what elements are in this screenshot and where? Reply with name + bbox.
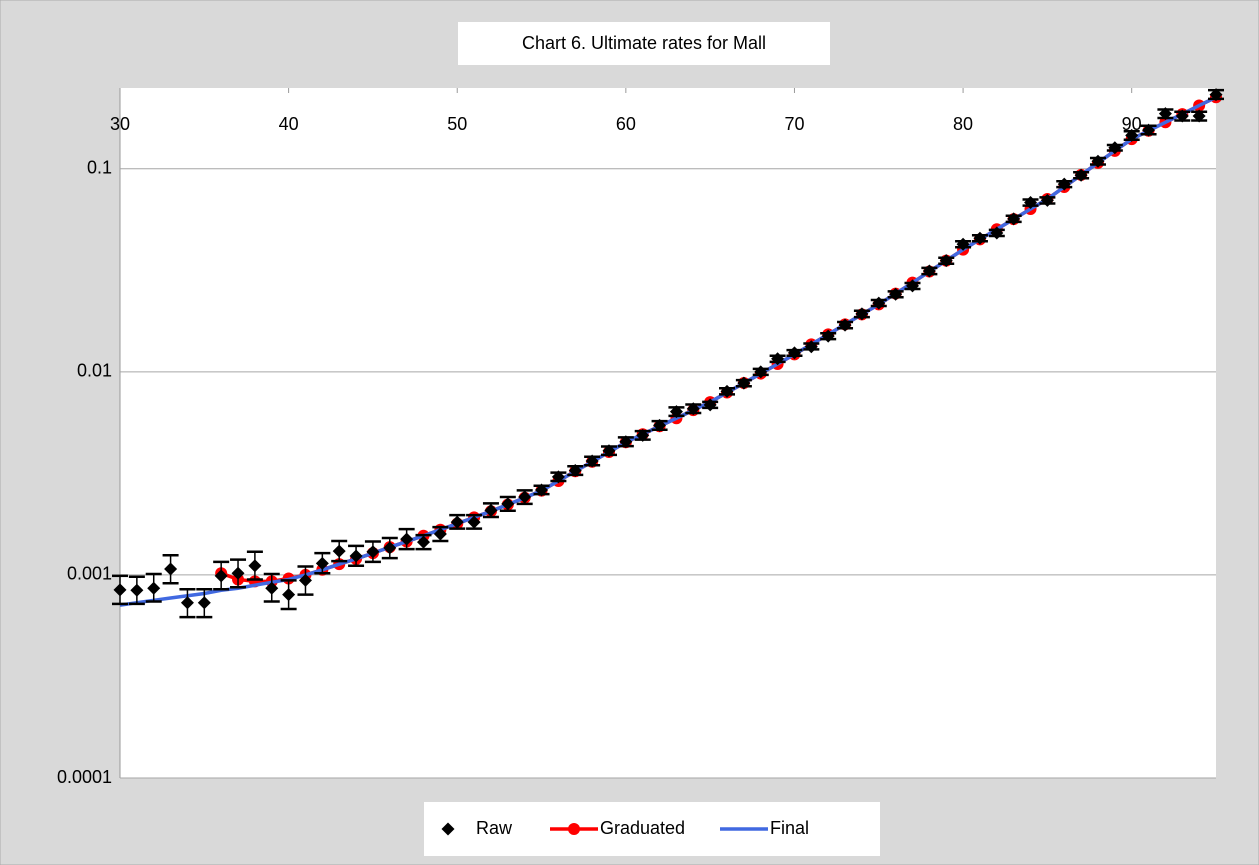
raw-marker xyxy=(973,231,987,245)
raw-marker xyxy=(315,556,329,570)
raw-marker xyxy=(366,545,380,559)
raw-marker xyxy=(838,318,852,332)
raw-marker xyxy=(535,483,549,497)
plot-area xyxy=(120,88,1216,778)
raw-marker xyxy=(400,532,414,546)
legend-label: Raw xyxy=(476,818,513,838)
legend-label: Final xyxy=(770,818,809,838)
raw-marker xyxy=(231,566,245,580)
raw-marker xyxy=(737,376,751,390)
raw-marker xyxy=(1074,168,1088,182)
x-tick-label: 80 xyxy=(953,114,973,134)
raw-marker xyxy=(636,428,650,442)
raw-marker xyxy=(568,463,582,477)
raw-marker xyxy=(349,549,363,563)
raw-marker xyxy=(113,583,127,597)
y-tick-label: 0.001 xyxy=(67,564,112,584)
raw-marker xyxy=(855,307,869,321)
raw-marker xyxy=(1108,141,1122,155)
title-box xyxy=(458,22,830,65)
raw-marker xyxy=(804,340,818,354)
raw-marker xyxy=(1040,193,1054,207)
raw-marker xyxy=(433,527,447,541)
legend-box xyxy=(424,802,880,856)
raw-marker xyxy=(720,384,734,398)
raw-marker xyxy=(1209,88,1223,102)
x-tick-label: 90 xyxy=(1122,114,1142,134)
x-tick-label: 40 xyxy=(279,114,299,134)
raw-marker xyxy=(821,329,835,343)
raw-marker xyxy=(889,287,903,301)
raw-marker xyxy=(332,544,346,558)
chart-title: Chart 6. Ultimate rates for Mall xyxy=(522,33,766,53)
raw-marker xyxy=(501,497,515,511)
raw-marker xyxy=(922,264,936,278)
raw-marker xyxy=(905,279,919,293)
raw-marker xyxy=(1142,123,1156,137)
raw-marker xyxy=(248,559,262,573)
legend-marker xyxy=(568,823,580,835)
x-tick-label: 70 xyxy=(784,114,804,134)
raw-marker xyxy=(197,596,211,610)
raw-marker xyxy=(180,596,194,610)
raw-marker xyxy=(147,581,161,595)
raw-marker xyxy=(990,226,1004,240)
raw-marker xyxy=(1125,128,1139,142)
raw-marker xyxy=(939,254,953,268)
raw-marker xyxy=(872,296,886,310)
raw-marker xyxy=(956,237,970,251)
raw-marker xyxy=(214,569,228,583)
raw-marker xyxy=(669,405,683,419)
raw-marker xyxy=(771,352,785,366)
y-tick-label: 0.0001 xyxy=(57,767,112,787)
raw-marker xyxy=(1158,107,1172,121)
series-line xyxy=(119,95,1217,607)
x-tick-label: 50 xyxy=(447,114,467,134)
raw-marker xyxy=(1007,212,1021,226)
y-tick-label: 0.1 xyxy=(87,158,112,178)
raw-marker xyxy=(1057,177,1071,191)
raw-marker xyxy=(383,541,397,555)
raw-marker xyxy=(1024,196,1038,210)
legend-marker xyxy=(441,822,455,836)
raw-marker xyxy=(298,573,312,587)
raw-marker xyxy=(265,581,279,595)
raw-marker xyxy=(1175,109,1189,123)
x-tick-label: 60 xyxy=(616,114,636,134)
raw-marker xyxy=(1192,109,1206,123)
raw-marker xyxy=(282,588,296,602)
raw-marker xyxy=(518,490,532,504)
raw-marker xyxy=(417,535,431,549)
legend-label: Graduated xyxy=(600,818,685,838)
raw-marker xyxy=(164,562,178,576)
raw-marker xyxy=(653,418,667,432)
raw-marker xyxy=(754,365,768,379)
raw-marker xyxy=(130,583,144,597)
raw-marker xyxy=(703,398,717,412)
raw-marker xyxy=(551,470,565,484)
raw-marker xyxy=(450,515,464,529)
raw-marker xyxy=(787,346,801,360)
x-tick-label: 30 xyxy=(110,114,130,134)
y-tick-label: 0.01 xyxy=(77,361,112,381)
raw-marker xyxy=(1091,154,1105,168)
raw-marker xyxy=(467,515,481,529)
raw-marker xyxy=(619,435,633,449)
raw-marker xyxy=(602,444,616,458)
raw-marker xyxy=(484,503,498,517)
raw-marker xyxy=(585,454,599,468)
raw-marker xyxy=(686,402,700,416)
